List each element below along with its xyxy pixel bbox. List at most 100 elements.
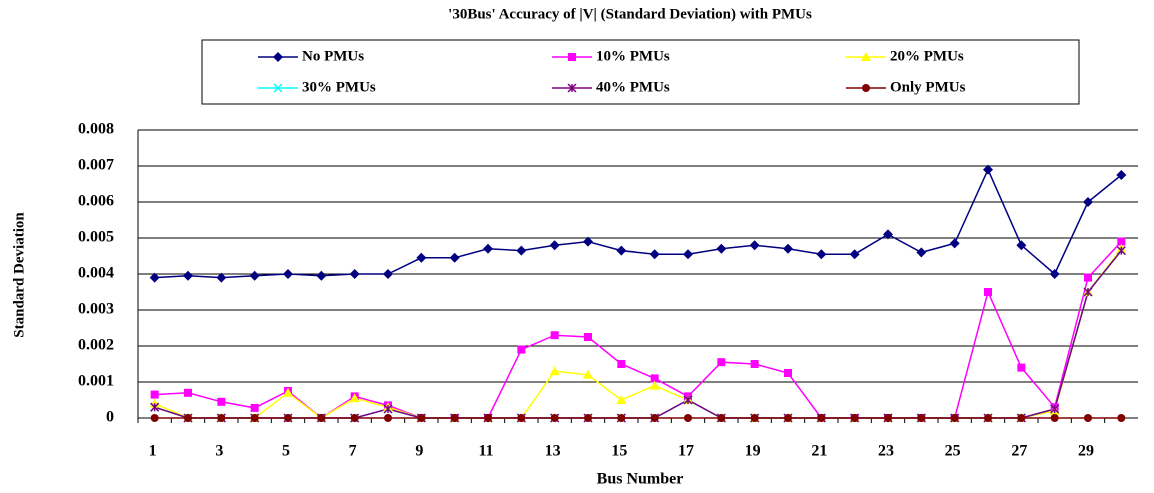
marker xyxy=(1116,246,1126,256)
x-tick-label: 27 xyxy=(1011,443,1027,460)
marker xyxy=(884,414,892,422)
marker xyxy=(1016,240,1027,251)
legend-label: 10% PMUs xyxy=(596,48,670,64)
marker xyxy=(450,414,459,422)
marker xyxy=(916,247,927,258)
marker xyxy=(1050,414,1059,422)
series-line xyxy=(154,241,1122,419)
marker xyxy=(550,414,559,422)
marker xyxy=(616,395,627,404)
legend-box xyxy=(201,39,1080,105)
marker xyxy=(250,414,259,422)
marker xyxy=(250,403,259,412)
marker xyxy=(350,414,359,422)
marker xyxy=(417,414,426,422)
marker xyxy=(717,358,726,367)
marker xyxy=(150,414,159,422)
marker xyxy=(850,414,859,422)
marker xyxy=(1116,170,1127,180)
marker xyxy=(683,249,693,260)
x-tick-label: 17 xyxy=(678,443,694,460)
marker xyxy=(684,414,692,422)
marker xyxy=(984,288,992,296)
x-tick-label: 15 xyxy=(611,443,627,460)
marker xyxy=(1083,287,1093,297)
marker xyxy=(1084,273,1092,282)
marker xyxy=(567,83,577,93)
marker xyxy=(483,243,493,254)
chart-title: '30Bus' Accuracy of |V| (Standard Deviat… xyxy=(448,6,812,22)
legend-label: No PMUs xyxy=(302,48,364,64)
marker xyxy=(861,52,871,61)
marker xyxy=(750,414,759,422)
marker xyxy=(949,238,960,249)
x-tick-label: 5 xyxy=(282,443,290,460)
marker xyxy=(717,414,726,422)
marker xyxy=(1117,414,1126,422)
marker xyxy=(217,397,226,406)
y-tick-label: 0 xyxy=(106,409,114,426)
marker xyxy=(383,404,393,414)
marker xyxy=(150,402,160,412)
marker xyxy=(1117,237,1126,246)
marker xyxy=(849,249,860,260)
marker xyxy=(784,369,792,377)
marker xyxy=(649,249,660,260)
y-tick-label: 0.006 xyxy=(78,193,114,210)
marker xyxy=(616,245,627,256)
marker xyxy=(283,269,293,279)
marker xyxy=(816,249,827,260)
x-tick-label: 11 xyxy=(478,443,493,460)
x-tick-label: 13 xyxy=(545,443,561,460)
marker xyxy=(316,270,327,281)
marker xyxy=(1050,404,1060,414)
marker xyxy=(349,393,360,403)
marker xyxy=(683,395,693,405)
marker xyxy=(283,387,293,397)
marker xyxy=(649,380,660,390)
marker xyxy=(617,360,626,368)
marker xyxy=(273,83,283,93)
marker xyxy=(184,388,192,397)
legend-label: Only PMUs xyxy=(890,79,966,95)
x-tick-label: 25 xyxy=(945,443,961,460)
marker xyxy=(149,272,160,283)
y-tick-label: 0.007 xyxy=(78,157,114,174)
y-tick-label: 0.005 xyxy=(78,229,114,246)
marker xyxy=(1084,414,1092,422)
x-tick-label: 29 xyxy=(1078,443,1094,460)
marker xyxy=(517,345,526,354)
x-tick-label: 21 xyxy=(811,443,827,460)
marker xyxy=(1083,197,1093,207)
y-tick-label: 0.003 xyxy=(78,301,114,318)
marker xyxy=(617,414,626,422)
legend: No PMUs 10% PMUs 20% PMUs 30% PMUs 40% PMUs O… xyxy=(201,39,1080,105)
x-tick-label: 19 xyxy=(745,443,761,460)
x-tick-label: 3 xyxy=(215,443,223,460)
x-axis-label: Bus Number xyxy=(597,471,684,488)
legend-label: 30% PMUs xyxy=(302,79,376,95)
marker xyxy=(549,240,560,251)
marker xyxy=(549,366,560,376)
marker xyxy=(1017,414,1026,422)
marker xyxy=(950,414,959,422)
marker xyxy=(983,164,993,175)
marker xyxy=(750,360,759,368)
marker xyxy=(817,414,826,422)
marker xyxy=(273,52,283,62)
marker xyxy=(449,252,460,263)
marker xyxy=(383,269,393,279)
y-tick-label: 0.001 xyxy=(78,373,114,390)
marker xyxy=(583,369,593,379)
marker xyxy=(516,245,527,256)
x-tick-label: 7 xyxy=(349,443,357,460)
marker xyxy=(1017,363,1026,372)
y-tick-label: 0.002 xyxy=(78,337,114,354)
y-tick-label: 0.008 xyxy=(78,121,114,138)
series-line xyxy=(154,167,1122,279)
marker xyxy=(217,414,226,422)
marker xyxy=(484,414,492,422)
marker xyxy=(216,272,227,283)
y-axis-label: Standard Deviation xyxy=(11,212,27,338)
